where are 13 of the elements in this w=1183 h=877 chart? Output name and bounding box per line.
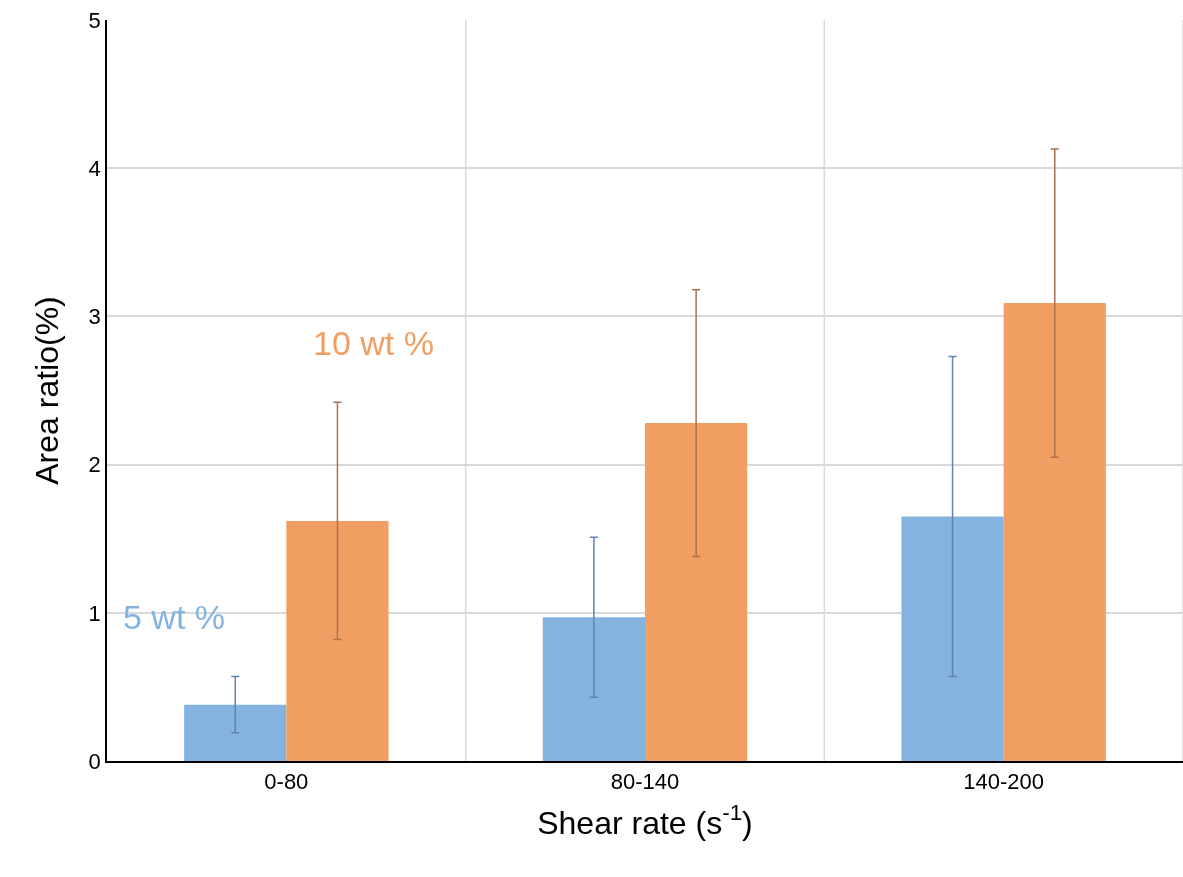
y-axis-title: Area ratio(%) — [29, 296, 66, 485]
y-tick-label: 3 — [88, 304, 101, 330]
x-tick-label: 140-200 — [963, 769, 1045, 795]
y-tick-label: 1 — [88, 600, 101, 626]
x-tick-label: 0-80 — [264, 769, 309, 795]
text: 10 wt % — [313, 324, 434, 362]
y-tick-label: 5 — [88, 7, 101, 33]
text: 5 wt % — [123, 598, 226, 636]
x-axis-title: Shear rate (s$^{-1}$) — [537, 800, 753, 841]
x-tick-label: 80-140 — [610, 769, 680, 795]
y-tick-label: 4 — [88, 155, 101, 181]
y-tick-label: 0 — [88, 748, 101, 774]
y-tick-label: 2 — [88, 452, 101, 478]
